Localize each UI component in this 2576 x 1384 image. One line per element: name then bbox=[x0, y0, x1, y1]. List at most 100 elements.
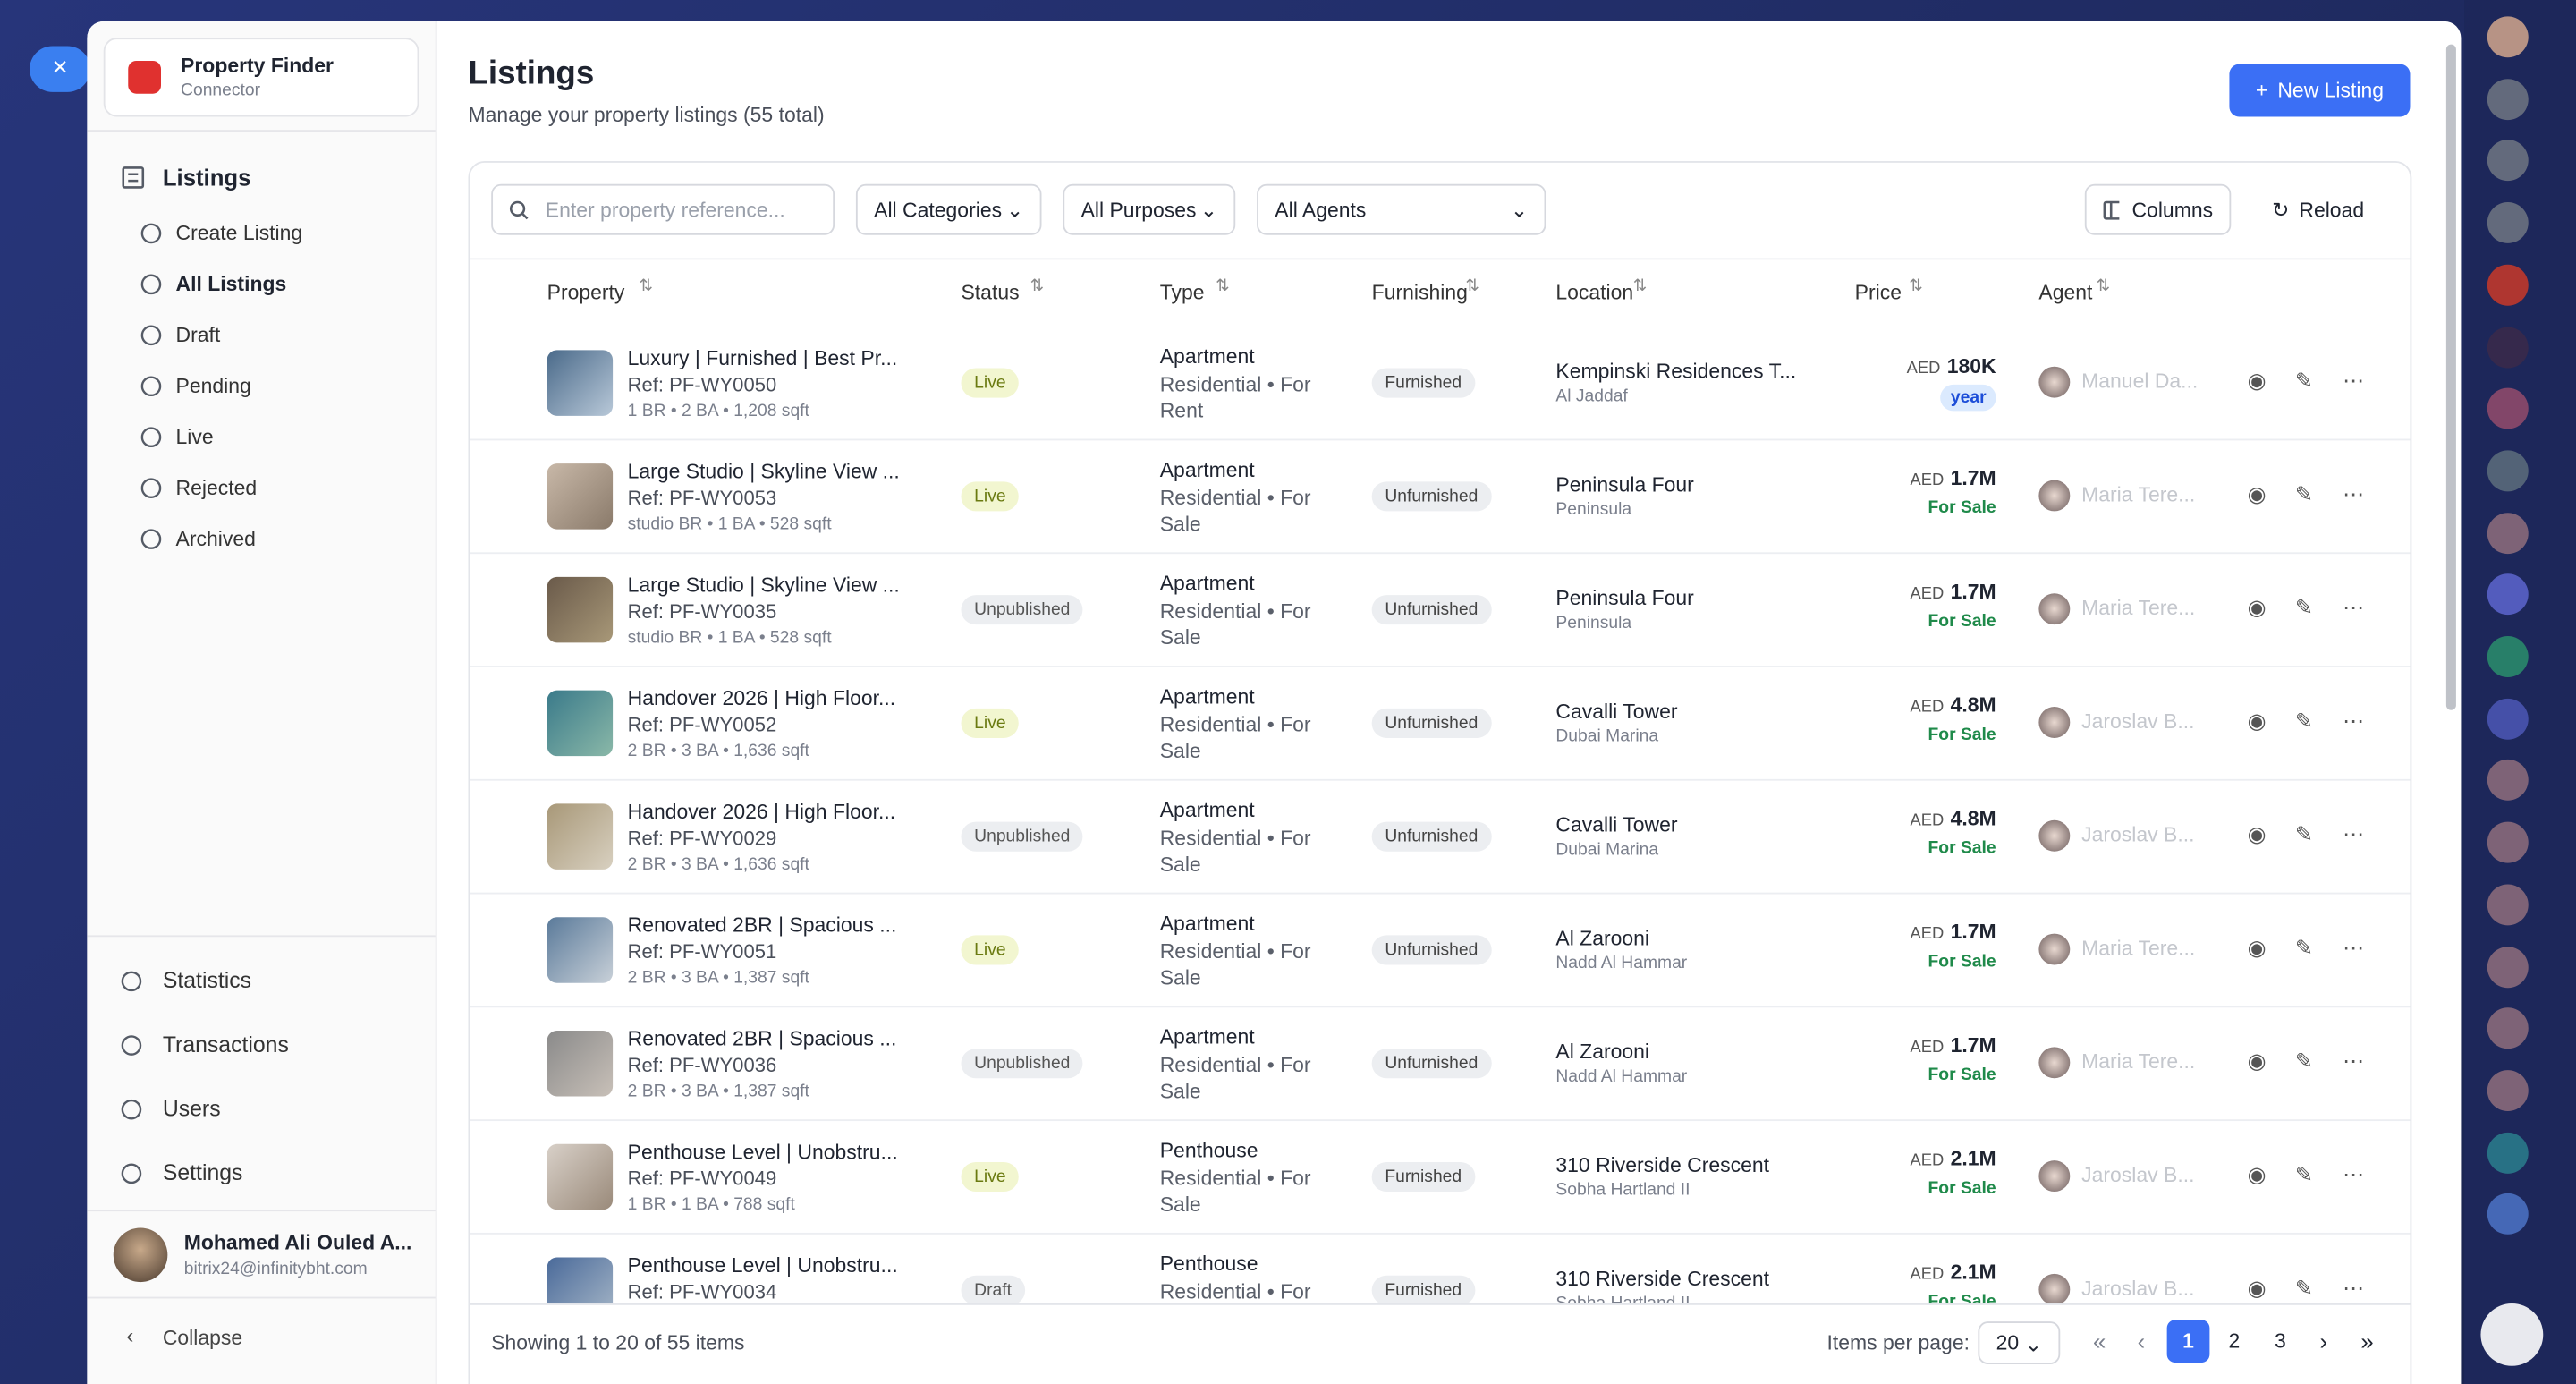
view-action[interactable]: ◉ bbox=[2247, 368, 2267, 394]
column-header[interactable]: Property bbox=[547, 281, 625, 304]
more-action[interactable]: ⋯ bbox=[2343, 595, 2365, 620]
sidebar-item[interactable]: Archived bbox=[175, 527, 256, 551]
table-row[interactable]: Large Studio | Skyline View ... Ref: PF-W… bbox=[470, 552, 2411, 667]
app-icon[interactable] bbox=[2487, 387, 2529, 429]
sidebar-item[interactable]: Create Listing bbox=[175, 222, 303, 245]
edit-action[interactable]: ✎ bbox=[2294, 1275, 2313, 1301]
sidebar-item[interactable]: Draft bbox=[175, 323, 221, 347]
page-button[interactable]: 3 bbox=[2274, 1329, 2286, 1354]
more-action[interactable]: ⋯ bbox=[2343, 1161, 2365, 1187]
table-row[interactable]: Penthouse Level | Unobstru... Ref: PF-WY0… bbox=[470, 1233, 2410, 1303]
property-title[interactable]: Large Studio | Skyline View ... bbox=[627, 573, 900, 597]
close-button[interactable]: × bbox=[30, 46, 91, 92]
app-icon[interactable] bbox=[2487, 1007, 2529, 1049]
sidebar-item[interactable]: All Listings bbox=[175, 272, 287, 296]
app-icon[interactable] bbox=[2487, 1132, 2529, 1174]
edit-action[interactable]: ✎ bbox=[2294, 1161, 2313, 1187]
table-row[interactable]: Luxury | Furnished | Best Pr... Ref: PF-W… bbox=[470, 326, 2411, 441]
property-title[interactable]: Penthouse Level | Unobstru... bbox=[627, 1141, 898, 1164]
more-action[interactable]: ⋯ bbox=[2343, 821, 2365, 847]
edit-action[interactable]: ✎ bbox=[2294, 595, 2313, 620]
app-icon[interactable] bbox=[2487, 698, 2529, 740]
property-title[interactable]: Luxury | Furnished | Best Pr... bbox=[627, 346, 898, 370]
sidebar-item[interactable]: Live bbox=[175, 425, 214, 449]
app-icon[interactable] bbox=[2487, 450, 2529, 492]
column-header[interactable]: Location bbox=[1555, 281, 1634, 304]
property-title[interactable]: Handover 2026 | High Floor... bbox=[627, 800, 896, 824]
nav-item[interactable]: Statistics bbox=[162, 968, 252, 993]
app-icon[interactable] bbox=[2487, 202, 2529, 244]
collapse-button[interactable]: Collapse bbox=[162, 1326, 243, 1350]
edit-action[interactable]: ✎ bbox=[2294, 708, 2313, 734]
sidebar-item[interactable]: Rejected bbox=[175, 476, 258, 500]
column-header[interactable]: Furnishing bbox=[1371, 281, 1468, 304]
column-header[interactable]: Agent bbox=[2038, 281, 2093, 304]
app-icon[interactable] bbox=[2487, 573, 2529, 616]
edit-action[interactable]: ✎ bbox=[2294, 1049, 2313, 1074]
edit-action[interactable]: ✎ bbox=[2294, 935, 2313, 960]
app-icon[interactable] bbox=[2487, 78, 2529, 120]
search-input[interactable]: Enter property reference... bbox=[491, 183, 835, 235]
view-action[interactable]: ◉ bbox=[2247, 821, 2267, 847]
table-row[interactable]: Renovated 2BR | Spacious ... Ref: PF-WY00… bbox=[470, 893, 2411, 1008]
prev-page[interactable]: ‹ bbox=[2137, 1328, 2146, 1354]
app-icon[interactable] bbox=[2487, 946, 2529, 988]
app-icon[interactable] bbox=[2487, 821, 2529, 863]
purpose-select[interactable]: All Purposes ⌄ bbox=[1063, 183, 1236, 235]
nav-item[interactable]: Transactions bbox=[162, 1032, 289, 1057]
column-header[interactable]: Type bbox=[1159, 281, 1205, 304]
per-page-select[interactable]: 20 ⌄ bbox=[1978, 1321, 2061, 1364]
brand-card[interactable]: Property Finder Connector bbox=[103, 38, 419, 117]
property-title[interactable]: Renovated 2BR | Spacious ... bbox=[627, 1027, 897, 1051]
app-icon[interactable] bbox=[2487, 326, 2529, 368]
sidebar-item[interactable]: Pending bbox=[175, 374, 251, 398]
table-row[interactable]: Handover 2026 | High Floor... Ref: PF-WY0… bbox=[470, 666, 2411, 781]
view-action[interactable]: ◉ bbox=[2247, 481, 2267, 506]
category-select[interactable]: All Categories ⌄ bbox=[855, 183, 1042, 235]
column-header[interactable]: Status bbox=[961, 281, 1020, 304]
chat-button[interactable] bbox=[2480, 1303, 2544, 1366]
agent-select[interactable]: All Agents ⌄ bbox=[1257, 183, 1546, 235]
view-action[interactable]: ◉ bbox=[2247, 595, 2267, 620]
property-title[interactable]: Penthouse Level | Unobstru... bbox=[627, 1253, 898, 1278]
more-action[interactable]: ⋯ bbox=[2343, 481, 2365, 506]
app-icon[interactable] bbox=[2487, 636, 2529, 677]
table-row[interactable]: Penthouse Level | Unobstru... Ref: PF-WY0… bbox=[470, 1119, 2411, 1235]
more-action[interactable]: ⋯ bbox=[2343, 935, 2365, 960]
table-row[interactable]: Large Studio | Skyline View ... Ref: PF-W… bbox=[470, 439, 2411, 555]
nav-item[interactable]: Users bbox=[162, 1096, 221, 1122]
view-action[interactable]: ◉ bbox=[2247, 708, 2267, 734]
more-action[interactable]: ⋯ bbox=[2343, 708, 2365, 734]
app-icon[interactable] bbox=[2487, 16, 2529, 58]
page-button[interactable]: 2 bbox=[2228, 1329, 2241, 1354]
more-action[interactable]: ⋯ bbox=[2343, 368, 2365, 394]
property-title[interactable]: Renovated 2BR | Spacious ... bbox=[627, 913, 897, 938]
app-icon[interactable] bbox=[2487, 884, 2529, 926]
view-action[interactable]: ◉ bbox=[2247, 1275, 2267, 1301]
property-title[interactable]: Handover 2026 | High Floor... bbox=[627, 686, 896, 710]
nav-item[interactable]: Settings bbox=[162, 1160, 243, 1185]
first-page[interactable]: « bbox=[2092, 1328, 2106, 1354]
next-page[interactable]: › bbox=[2319, 1328, 2328, 1354]
new-listing-button[interactable]: + New Listing bbox=[2229, 64, 2411, 117]
app-icon[interactable] bbox=[2487, 512, 2529, 554]
app-icon[interactable] bbox=[2487, 1193, 2529, 1235]
edit-action[interactable]: ✎ bbox=[2294, 821, 2313, 847]
reload-button[interactable]: ↻ Reload bbox=[2260, 184, 2376, 235]
page-button[interactable]: 1 bbox=[2166, 1320, 2210, 1363]
app-icon[interactable] bbox=[2487, 140, 2529, 182]
column-header[interactable]: Price bbox=[1854, 281, 1902, 304]
edit-action[interactable]: ✎ bbox=[2294, 368, 2313, 394]
app-icon[interactable] bbox=[2487, 760, 2529, 802]
app-icon[interactable] bbox=[2487, 1069, 2529, 1111]
view-action[interactable]: ◉ bbox=[2247, 1049, 2267, 1074]
more-action[interactable]: ⋯ bbox=[2343, 1275, 2365, 1301]
last-page[interactable]: » bbox=[2360, 1328, 2374, 1354]
property-title[interactable]: Large Studio | Skyline View ... bbox=[627, 460, 900, 484]
columns-button[interactable]: Columns bbox=[2084, 183, 2232, 235]
view-action[interactable]: ◉ bbox=[2247, 1161, 2267, 1187]
table-row[interactable]: Renovated 2BR | Spacious ... Ref: PF-WY00… bbox=[470, 1006, 2411, 1122]
view-action[interactable]: ◉ bbox=[2247, 935, 2267, 960]
more-action[interactable]: ⋯ bbox=[2343, 1049, 2365, 1074]
table-row[interactable]: Handover 2026 | High Floor... Ref: PF-WY0… bbox=[470, 779, 2411, 895]
